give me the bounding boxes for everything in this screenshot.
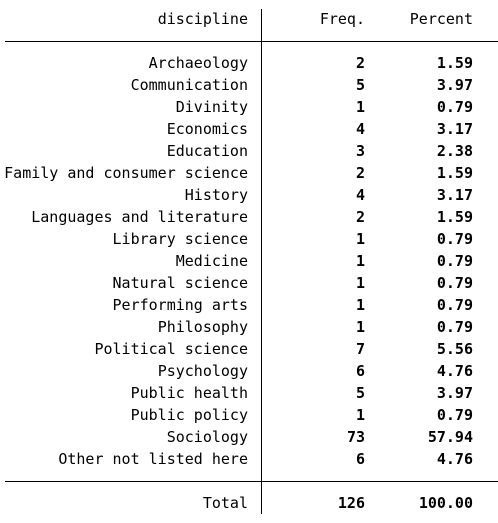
row-percent: 4.76 <box>436 450 473 468</box>
total-rule <box>5 481 498 482</box>
row-freq: 2 <box>355 54 365 72</box>
row-freq: 6 <box>355 450 365 468</box>
row-label: Political science <box>94 340 248 358</box>
row-percent: 1.59 <box>436 164 473 182</box>
row-label: Medicine <box>175 252 248 270</box>
row-percent: 1.59 <box>436 208 473 226</box>
row-percent: 3.97 <box>436 76 473 94</box>
row-percent: 3.17 <box>436 186 473 204</box>
row-freq: 3 <box>355 142 365 160</box>
row-freq: 5 <box>355 76 365 94</box>
row-freq: 5 <box>355 384 365 402</box>
row-label: Natural science <box>112 274 248 292</box>
row-percent: 4.76 <box>436 362 473 380</box>
row-freq: 1 <box>355 252 365 270</box>
row-label: History <box>184 186 248 204</box>
row-label: Library science <box>112 230 248 248</box>
row-label: Other not listed here <box>58 450 248 468</box>
row-percent: 0.79 <box>436 406 473 424</box>
row-freq: 1 <box>355 274 365 292</box>
row-freq: 4 <box>355 120 365 138</box>
row-label: Psychology <box>157 362 248 380</box>
row-percent: 1.59 <box>436 54 473 72</box>
row-label: Archaeology <box>148 54 248 72</box>
row-percent: 3.97 <box>436 384 473 402</box>
row-freq: 73 <box>346 428 365 446</box>
row-freq: 1 <box>355 406 365 424</box>
row-freq: 2 <box>355 164 365 182</box>
row-freq: 7 <box>355 340 365 358</box>
row-freq: 1 <box>355 296 365 314</box>
row-label: Public policy <box>130 406 248 424</box>
row-label: Sociology <box>166 428 248 446</box>
row-freq: 1 <box>355 318 365 336</box>
row-freq: 1 <box>355 98 365 116</box>
row-percent: 57.94 <box>427 428 473 446</box>
row-label: Communication <box>130 76 248 94</box>
row-label: Philosophy <box>157 318 248 336</box>
row-percent: 0.79 <box>436 318 473 336</box>
row-percent: 2.38 <box>436 142 473 160</box>
row-label: Family and consumer science <box>4 164 248 182</box>
row-freq: 4 <box>355 186 365 204</box>
row-label: Public health <box>130 384 248 402</box>
row-label: Divinity <box>175 98 248 116</box>
row-percent: 5.56 <box>436 340 473 358</box>
header-percent: Percent <box>409 10 473 28</box>
total-freq: 126 <box>337 494 365 512</box>
row-percent: 0.79 <box>436 274 473 292</box>
row-label: Performing arts <box>112 296 248 314</box>
column-divider <box>261 9 262 514</box>
row-percent: 0.79 <box>436 230 473 248</box>
row-label: Economics <box>166 120 248 138</box>
total-percent: 100.00 <box>418 494 473 512</box>
row-label: Languages and literature <box>31 208 248 226</box>
row-percent: 0.79 <box>436 296 473 314</box>
header-variable: discipline <box>157 10 248 28</box>
row-label: Education <box>166 142 248 160</box>
row-freq: 1 <box>355 230 365 248</box>
row-percent: 0.79 <box>436 98 473 116</box>
header-freq: Freq. <box>319 10 365 28</box>
row-freq: 6 <box>355 362 365 380</box>
row-percent: 0.79 <box>436 252 473 270</box>
total-label: Total <box>202 494 248 512</box>
row-percent: 3.17 <box>436 120 473 138</box>
header-rule <box>5 41 498 42</box>
row-freq: 2 <box>355 208 365 226</box>
